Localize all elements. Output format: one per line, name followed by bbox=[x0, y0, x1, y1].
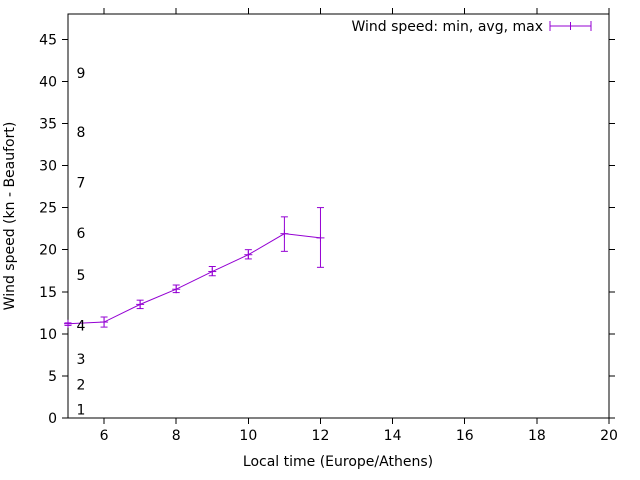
y-tick-label: 30 bbox=[39, 159, 57, 175]
y-tick-label: 10 bbox=[39, 327, 57, 343]
legend: Wind speed: min, avg, max bbox=[351, 19, 592, 35]
y-axis-title: Wind speed (kn - Beaufort) bbox=[2, 122, 18, 311]
beaufort-scale-label: 9 bbox=[77, 66, 86, 82]
beaufort-scale-label: 4 bbox=[77, 318, 86, 334]
y-tick-label: 25 bbox=[39, 201, 57, 217]
x-tick-label: 12 bbox=[312, 428, 330, 444]
errorbar-point bbox=[208, 266, 217, 277]
errorbar-point bbox=[136, 299, 145, 310]
errorbar-point bbox=[316, 207, 325, 268]
beaufort-scale-label: 3 bbox=[77, 352, 86, 368]
beaufort-scale-label: 2 bbox=[77, 377, 86, 393]
plot-border bbox=[67, 13, 610, 419]
data-series-layer bbox=[64, 207, 325, 328]
beaufort-scale-label: 7 bbox=[77, 175, 86, 191]
tick-labels-layer: 6 8 10 12 14 16 18 2005101520253035404512345678… bbox=[39, 32, 618, 444]
y-tick-label: 5 bbox=[48, 369, 57, 385]
x-tick-label: 16 bbox=[456, 428, 474, 444]
errorbar-point bbox=[100, 316, 109, 328]
legend-sample-errorbar-icon bbox=[549, 21, 592, 31]
beaufort-scale-label: 6 bbox=[77, 226, 86, 242]
avg-line bbox=[67, 233, 321, 325]
x-tick-label: 6 bbox=[100, 428, 109, 444]
y-tick-label: 0 bbox=[48, 411, 57, 427]
x-axis-title: Local time (Europe/Athens) bbox=[243, 454, 433, 470]
errorbar-point bbox=[280, 216, 289, 252]
x-tick-label: 10 bbox=[239, 428, 257, 444]
y-tick-label: 35 bbox=[39, 116, 57, 132]
y-tick-label: 40 bbox=[39, 74, 57, 90]
axes-layer bbox=[62, 8, 615, 424]
x-tick-label: 18 bbox=[528, 428, 546, 444]
errorbar-point bbox=[172, 284, 181, 294]
x-tick-label: 8 bbox=[172, 428, 181, 444]
x-tick-label: 14 bbox=[384, 428, 402, 444]
beaufort-scale-label: 1 bbox=[77, 403, 86, 419]
errorbar-point bbox=[244, 249, 253, 260]
beaufort-scale-label: 5 bbox=[77, 268, 86, 284]
legend-label: Wind speed: min, avg, max bbox=[351, 19, 543, 35]
x-tick-label: 20 bbox=[600, 428, 618, 444]
y-tick-label: 20 bbox=[39, 243, 57, 259]
y-tick-label: 15 bbox=[39, 285, 57, 301]
y-tick-label: 45 bbox=[39, 32, 57, 48]
beaufort-scale-label: 8 bbox=[77, 125, 86, 141]
errorbar-point bbox=[64, 319, 72, 328]
